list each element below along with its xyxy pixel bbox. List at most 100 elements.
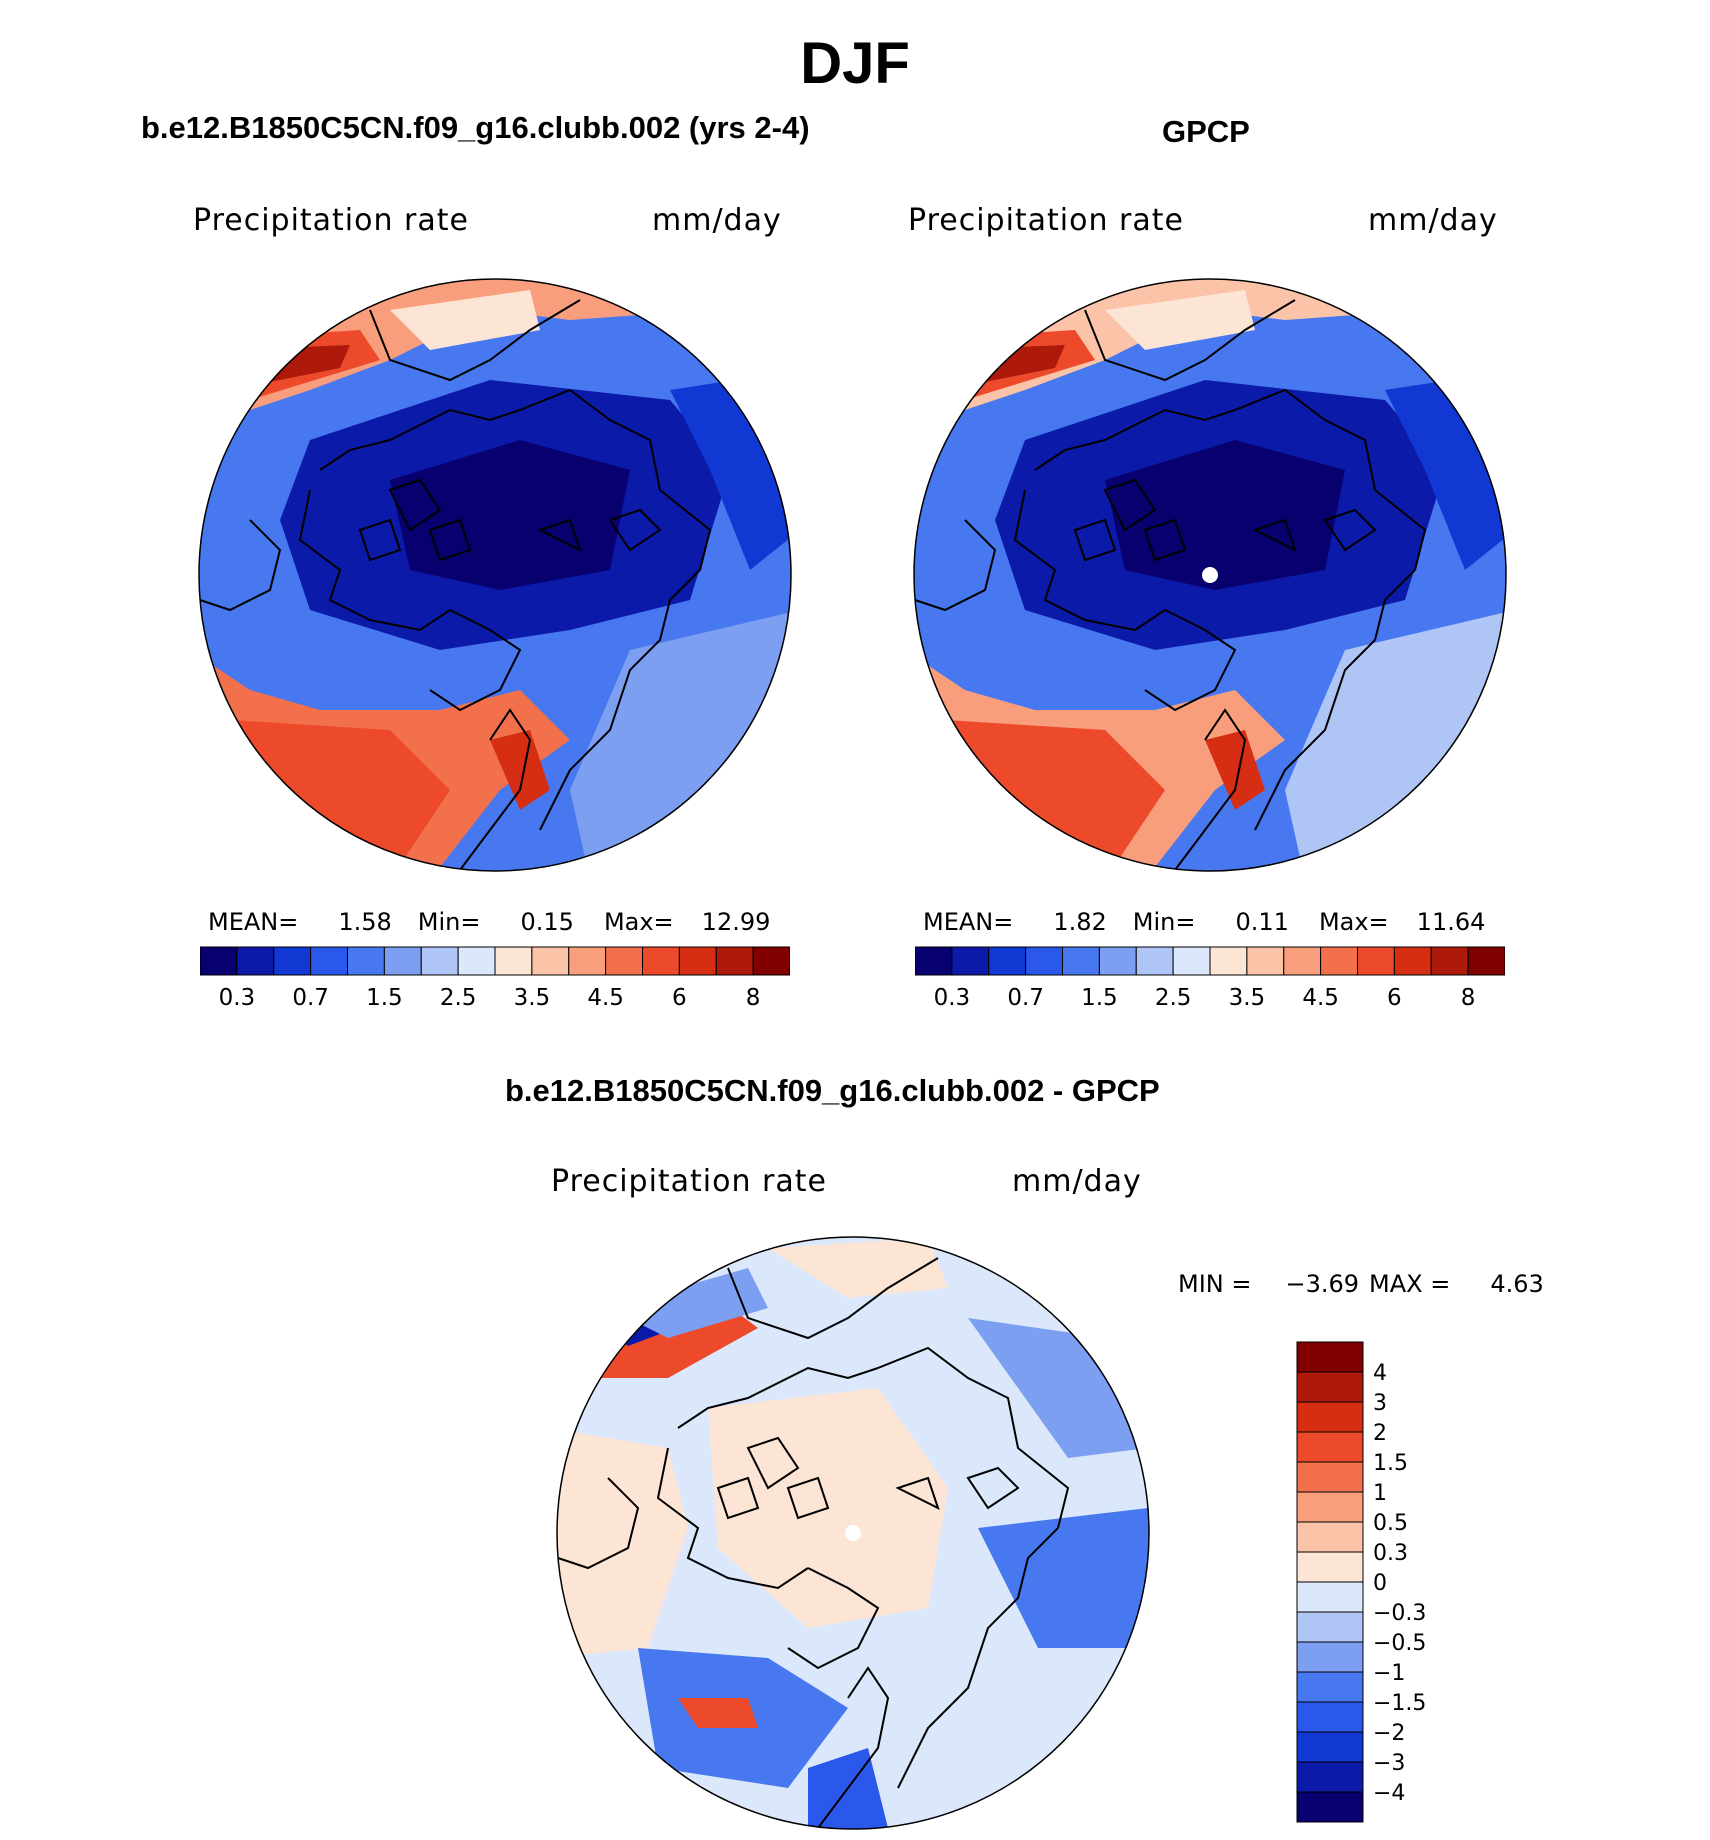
panel-2-arctic-min [1105, 440, 1345, 590]
panel-3-atlantic-positive [678, 1698, 758, 1728]
panel-3-coastline-segment [787, 1567, 880, 1670]
panel-1-colorbar-box [420, 946, 459, 976]
panel-1-mean-value: 1.58 [338, 908, 392, 936]
panel-2-colorbar-tick-label: 6 [1387, 985, 1402, 1011]
panel-3-coastline-segment [677, 1366, 879, 1429]
panel-3-coastline-segment [716, 1476, 760, 1520]
panel-2-stats: MEAN= 1.82 Min= 0.11 Max= 11.64 [923, 908, 1485, 936]
panel-2-mean-value: 1.82 [1053, 908, 1107, 936]
panel-3-colorbar-tick-label: 1 [1373, 1481, 1387, 1506]
panel-1-bering-band [390, 290, 540, 350]
panel-3-colorbar-tick-label: 0.3 [1373, 1541, 1408, 1566]
panel-3-max-label: MAX = [1369, 1270, 1451, 1298]
panel-1-colorbar-box [715, 946, 754, 976]
panel-3-colorbar-box [1296, 1731, 1364, 1763]
panel-3-colorbar-tick-label: −2 [1373, 1721, 1405, 1746]
panel-1-coastline-segment [519, 388, 712, 571]
panel-3-stats: MIN = −3.69 MAX = 4.63 [1178, 1270, 1544, 1298]
panel-3-title: b.e12.B1850C5CN.f09_g16.clubb.002 - GPCP [505, 1073, 1160, 1108]
panel-1-coastline-segment [429, 609, 522, 712]
panel-3-colorbar-box [1296, 1551, 1364, 1583]
panel-1-coastline-segment [369, 299, 581, 382]
panel-3-colorbar-tick-label: −3 [1373, 1751, 1405, 1776]
panel-1-colorbar-tick-label: 0.7 [292, 985, 329, 1011]
panel-2-coastline-segment [1323, 508, 1377, 552]
panel-2-min-value: 0.11 [1235, 908, 1289, 936]
panel-3-pole-hole [845, 1525, 861, 1541]
panel-1-colorbar-box [273, 946, 312, 976]
panel-3-colorbar-box [1296, 1791, 1364, 1823]
panel-3-colorbar-tick-label: 4 [1373, 1361, 1387, 1386]
panel-3-colorbar: 4 3 2 1.5 1 0.5 0.3 0 −0.3 −0.5 −1 −1.5 −2 −3 −4 [1296, 1341, 1426, 1823]
panel-3-coastline-segment [966, 1466, 1020, 1510]
panel-2-coastline-segment [1174, 708, 1247, 871]
panel-1-coastline-segment [608, 508, 662, 552]
panel-2-coastline-segment [1084, 299, 1296, 382]
panel-2-colorbar-box [1467, 946, 1505, 976]
panel-2-coastline-segment [1013, 489, 1166, 632]
panel-1-coastline-segment [199, 519, 282, 612]
panel-2-pole-hole [1202, 567, 1218, 583]
panel-1-max-value: 12.99 [701, 908, 771, 936]
panel-3-colorbar-box [1296, 1641, 1364, 1673]
panel-2-coastline-segment [1073, 518, 1117, 562]
panel-1-map-boundary [198, 278, 792, 872]
panel-3-coastline-segment [897, 1527, 1059, 1789]
panel-1-min-label: Min= [417, 908, 481, 936]
panel-1-colorbar-box [200, 946, 238, 976]
panel-3-polar-map [556, 1236, 1150, 1830]
panel-2-coastline-segment [1252, 518, 1297, 552]
panel-3-colorbar-tick-label: 3 [1373, 1391, 1387, 1416]
panel-2-units-label: mm/day [1368, 203, 1498, 238]
panel-1-colorbar-box [678, 946, 717, 976]
panel-1-colorbar-tick-label: 0.3 [219, 985, 256, 1011]
panel-3-colorbar-box [1296, 1461, 1364, 1493]
panel-1-colorbar-box [347, 946, 385, 976]
panel-3-coastline-segment [656, 1447, 809, 1590]
panel-3-pacific-positive [557, 1428, 688, 1658]
panel-2-colorbar-box [1062, 946, 1100, 976]
panel-1-colorbar-tick-label: 4.5 [587, 985, 624, 1011]
panel-1-colorbar-tick-label: 8 [746, 985, 761, 1011]
panel-2-colorbar-tick-label: 0.3 [934, 985, 971, 1011]
panel-2-colorbar: 0.3 0.7 1.5 2.5 3.5 4.5 6 8 [915, 946, 1505, 1011]
panel-3-colorbar-tick-label: 1.5 [1373, 1451, 1408, 1476]
panel-3-chukchi-positive [768, 1238, 948, 1298]
panel-3-colorbar-box [1296, 1581, 1364, 1613]
panel-2-colorbar-tick-label: 0.7 [1007, 985, 1044, 1011]
panel-1-colorbar-tick-label: 1.5 [366, 985, 403, 1011]
panel-3-coastline-segment [557, 1477, 640, 1570]
panel-3-colorbar-tick-label: −0.3 [1373, 1601, 1426, 1626]
panel-3-colorbar-tick-label: 2 [1373, 1421, 1387, 1446]
panel-2-polar-map [913, 278, 1507, 872]
panel-1-coastlines [199, 299, 712, 871]
panel-1-max-label: Max= [603, 908, 674, 936]
panel-2-coastline-segment [1143, 518, 1187, 562]
panel-2-colorbar-box [1025, 946, 1063, 976]
panel-1-arctic-min [390, 440, 630, 590]
panel-2-min-label: Min= [1132, 908, 1196, 936]
panel-1-min-value: 0.15 [520, 908, 574, 936]
panel-1-variable-label: Precipitation rate [193, 203, 469, 238]
panel-1-colorbar-box [568, 946, 607, 976]
panel-2-mean-label: MEAN= [923, 908, 1014, 936]
panel-2-coastline-segment [1254, 569, 1416, 831]
panel-3-colorbar-tick-label: −1 [1373, 1661, 1405, 1686]
panel-3-colorbar-box [1296, 1371, 1364, 1403]
panel-3-colorbar-box [1296, 1761, 1364, 1793]
panel-1-coastline-segment [537, 518, 582, 552]
panel-2-colorbar-box [1393, 946, 1432, 976]
panel-2-map-boundary [913, 278, 1507, 872]
panel-3-colorbar-box [1296, 1341, 1364, 1373]
panel-2-max-label: Max= [1318, 908, 1389, 936]
panel-1-colorbar-box [605, 946, 643, 976]
panel-3-coastline-segment [727, 1257, 939, 1340]
panel-2-variable-label: Precipitation rate [908, 203, 1184, 238]
panel-3-colorbar-tick-label: −1.5 [1373, 1691, 1426, 1716]
panel-1-colorbar-tick-label: 2.5 [440, 985, 477, 1011]
panel-1-colorbar-box [457, 946, 496, 976]
panel-3-coastline-segment [877, 1346, 1070, 1529]
panel-3-coastlines [557, 1257, 1070, 1829]
panel-1-colorbar-box [642, 946, 680, 976]
panel-1-colorbar-box [494, 946, 533, 976]
